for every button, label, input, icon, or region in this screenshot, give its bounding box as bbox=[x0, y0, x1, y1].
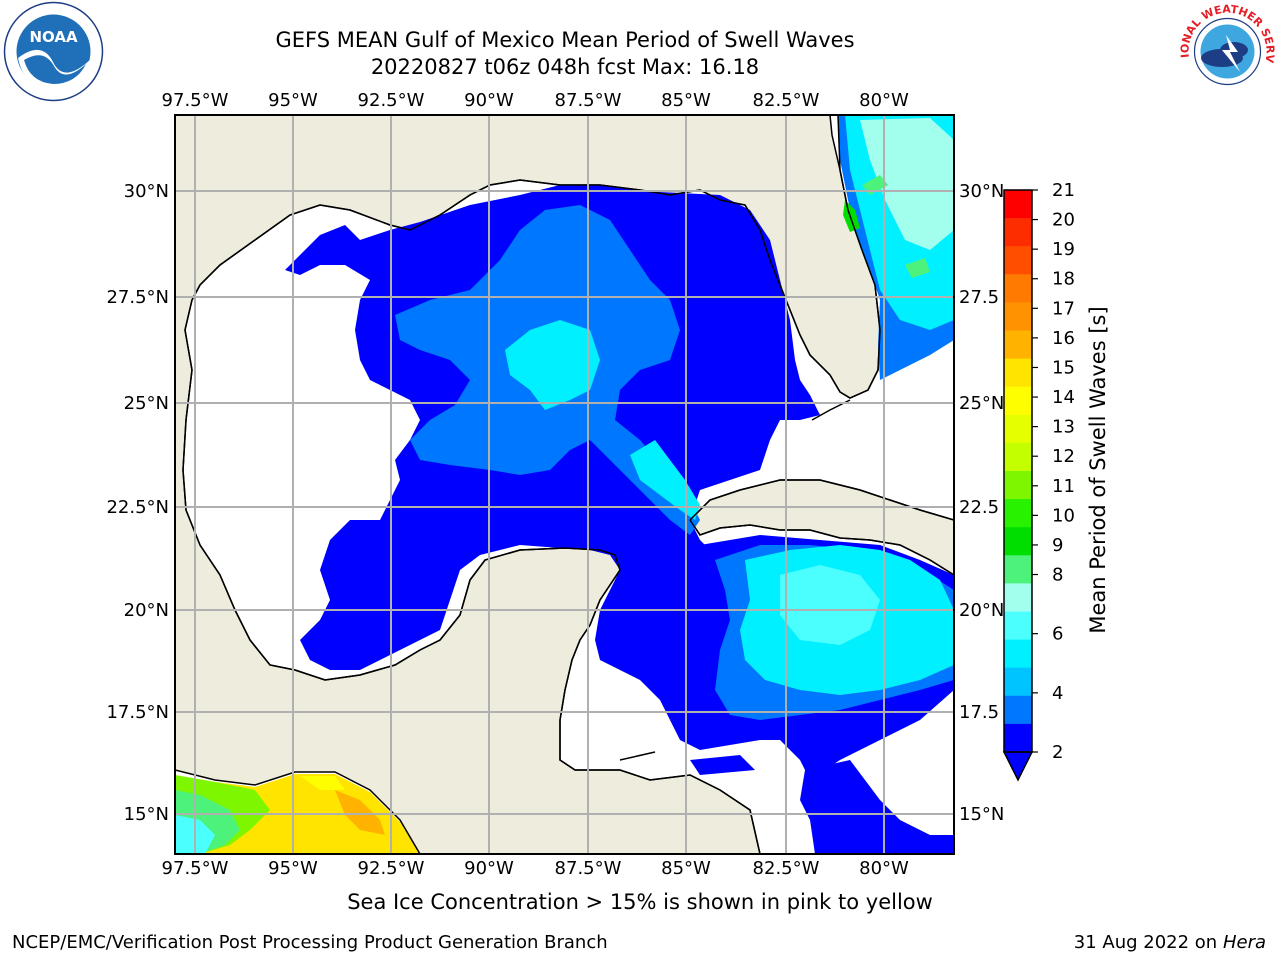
colorbar-label: Mean Period of Swell Waves [s] bbox=[1086, 306, 1110, 633]
colorbar-tick-label: 16 bbox=[1052, 328, 1075, 349]
colorbar-tick-label: 15 bbox=[1052, 357, 1075, 378]
colorbar-tick-label: 8 bbox=[1052, 565, 1063, 586]
colorbar-extension bbox=[1002, 751, 1034, 782]
lon-label: 97.5°W bbox=[162, 90, 229, 111]
noaa-logo-text: NOAA bbox=[29, 28, 78, 46]
lon-label: 97.5°W bbox=[162, 858, 229, 879]
noaa-logo: NOAA bbox=[3, 1, 104, 102]
lat-label: 25°N bbox=[124, 393, 169, 414]
colorbar-swatch bbox=[1004, 330, 1032, 360]
lat-label: 15°N bbox=[959, 804, 1004, 825]
colorbar-swatch bbox=[1004, 302, 1032, 331]
lat-label: 25°N bbox=[959, 393, 1004, 414]
lon-label: 92.5°W bbox=[358, 858, 425, 879]
lon-label: 87.5°W bbox=[555, 858, 622, 879]
colorbar-tick-label: 19 bbox=[1052, 239, 1075, 260]
colorbar-swatch bbox=[1004, 667, 1032, 697]
date-value: 31 Aug 2022 on bbox=[1073, 932, 1218, 953]
colorbar-swatch bbox=[1004, 274, 1032, 303]
lat-label: 17.5 bbox=[959, 702, 999, 723]
colorbar-tick-label: 12 bbox=[1052, 446, 1075, 467]
lon-label: 85°W bbox=[661, 90, 711, 111]
lat-label: 30°N bbox=[124, 181, 169, 202]
lon-label: 92.5°W bbox=[358, 90, 425, 111]
colorbar-tick-label: 11 bbox=[1052, 476, 1075, 497]
colorbar-swatch bbox=[1004, 583, 1032, 612]
lat-label: 22.5°N bbox=[106, 497, 169, 518]
lat-label: 30°N bbox=[959, 181, 1004, 202]
lat-label: 20°N bbox=[959, 600, 1004, 621]
lon-label: 82.5°W bbox=[753, 90, 820, 111]
colorbar: 21 20 19 18 17 16 15 14 13 12 11 10 9 8 6 4 2 bbox=[1002, 180, 1075, 782]
lon-labels-bottom: 97.5°W 95°W 92.5°W 90°W 87.5°W 85°W 82.5… bbox=[162, 858, 909, 879]
nws-logo: NATIONAL WEATHER SERVICE bbox=[1176, 0, 1277, 99]
lat-labels-left: 30°N 27.5°N 25°N 22.5°N 20°N 17.5°N 15°N bbox=[106, 181, 169, 825]
lon-label: 82.5°W bbox=[753, 858, 820, 879]
credit-text: NCEP/EMC/Verification Post Processing Pr… bbox=[12, 932, 608, 953]
host-name: Hera bbox=[1222, 932, 1266, 953]
colorbar-swatch bbox=[1004, 414, 1032, 444]
sea-ice-caption: Sea Ice Concentration > 15% is shown in … bbox=[347, 890, 933, 914]
colorbar-swatch bbox=[1004, 471, 1032, 500]
colorbar-tick-label: 6 bbox=[1052, 624, 1063, 645]
lat-label: 20°N bbox=[124, 600, 169, 621]
colorbar-swatch bbox=[1004, 246, 1032, 275]
colorbar-swatch bbox=[1004, 442, 1032, 472]
colorbar-swatch bbox=[1004, 723, 1032, 753]
colorbar-tick-label: 20 bbox=[1052, 210, 1075, 231]
colorbar-swatch bbox=[1004, 499, 1032, 528]
colorbar-tick-label: 14 bbox=[1052, 387, 1075, 408]
lat-label: 15°N bbox=[124, 804, 169, 825]
colorbar-swatch bbox=[1004, 611, 1032, 641]
colorbar-tick-label: 2 bbox=[1052, 742, 1063, 763]
colorbar-swatch bbox=[1004, 639, 1032, 669]
date-text: 31 Aug 2022 on Hera bbox=[1074, 932, 1266, 953]
colorbar-tick-label: 18 bbox=[1052, 269, 1075, 290]
colorbar-tick-label: 10 bbox=[1052, 505, 1075, 526]
lat-label: 22.5 bbox=[959, 497, 999, 518]
lat-label: 27.5 bbox=[959, 287, 999, 308]
colorbar-swatch bbox=[1004, 218, 1032, 247]
colorbar-tick-label: 17 bbox=[1052, 298, 1075, 319]
colorbar-tick-label: 13 bbox=[1052, 417, 1075, 438]
colorbar-tick-label: 4 bbox=[1052, 683, 1063, 704]
lon-label: 80°W bbox=[859, 90, 909, 111]
lon-label: 95°W bbox=[268, 858, 318, 879]
lon-label: 80°W bbox=[859, 858, 909, 879]
lat-label: 17.5°N bbox=[106, 702, 169, 723]
lon-label: 90°W bbox=[464, 858, 514, 879]
colorbar-swatch bbox=[1004, 386, 1032, 416]
lon-label: 87.5°W bbox=[555, 90, 622, 111]
lon-label: 85°W bbox=[661, 858, 711, 879]
map-frame bbox=[174, 114, 955, 855]
map-grid bbox=[175, 115, 954, 854]
colorbar-swatch bbox=[1004, 358, 1032, 388]
colorbar-swatch bbox=[1004, 190, 1032, 219]
colorbar-tick-label: 21 bbox=[1052, 180, 1075, 201]
lat-label: 27.5°N bbox=[106, 287, 169, 308]
colorbar-outline bbox=[1003, 189, 1033, 753]
colorbar-swatch bbox=[1004, 555, 1032, 584]
page-title: GEFS MEAN Gulf of Mexico Mean Period of … bbox=[275, 28, 855, 52]
lon-label: 95°W bbox=[268, 90, 318, 111]
colorbar-swatch bbox=[1004, 695, 1032, 725]
colorbar-tick-label: 9 bbox=[1052, 535, 1063, 556]
colorbar-swatch bbox=[1004, 527, 1032, 556]
lat-labels-right: 30°N 27.5 25°N 22.5 20°N 17.5 15°N bbox=[959, 181, 1004, 825]
page-subtitle: 20220827 t06z 048h fcst Max: 16.18 bbox=[370, 55, 760, 79]
lon-labels-top: 97.5°W 95°W 92.5°W 90°W 87.5°W 85°W 82.5… bbox=[162, 90, 909, 111]
lon-label: 90°W bbox=[464, 90, 514, 111]
